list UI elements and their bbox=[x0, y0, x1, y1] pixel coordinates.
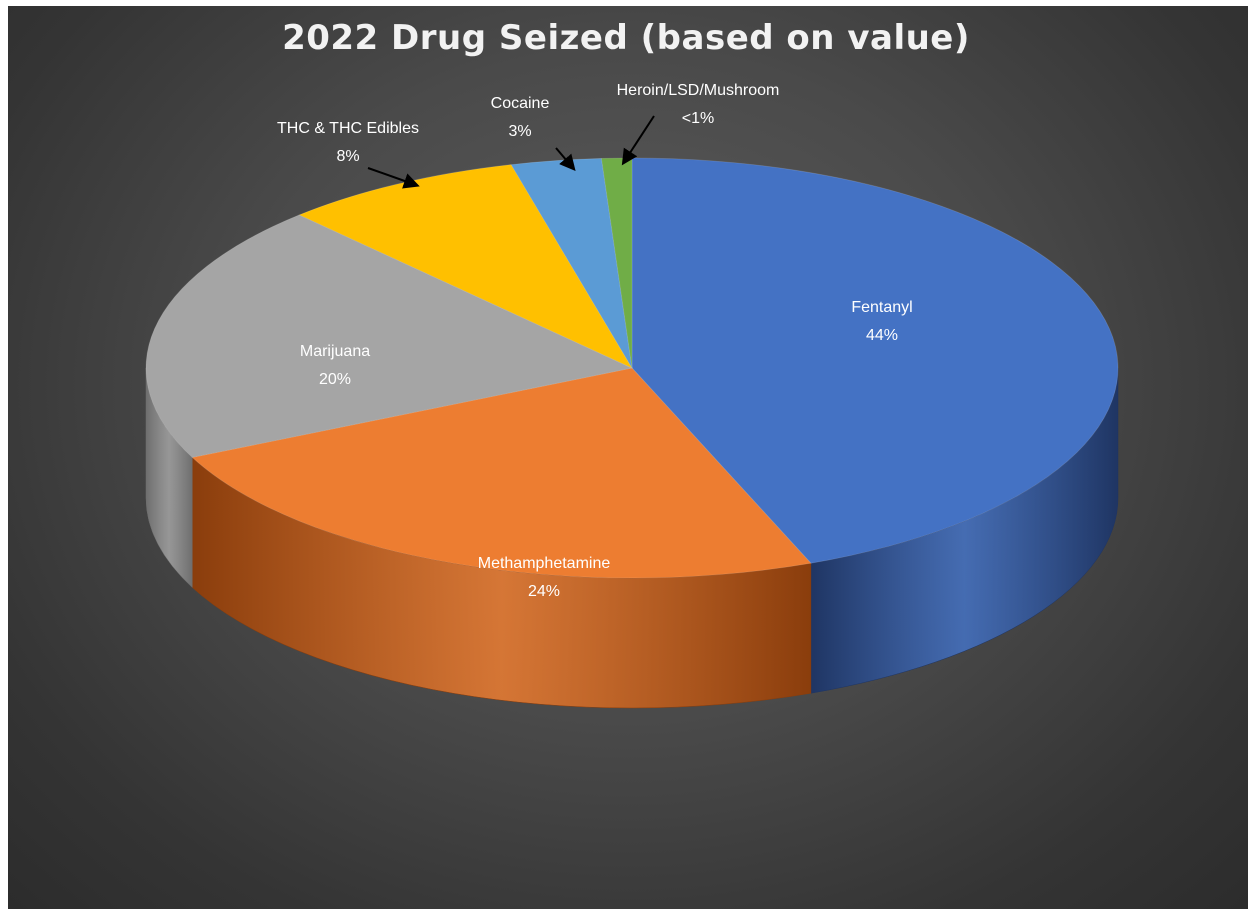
slice-label-percent-cocaine: 3% bbox=[508, 123, 531, 140]
pie-slice-thc-thc-edibles bbox=[298, 164, 634, 369]
pie-slice-fentanyl bbox=[631, 157, 1119, 564]
chart-title: 2022 Drug Seized (based on value) bbox=[282, 18, 970, 58]
slice-label-name-methamphetamine: Methamphetamine bbox=[478, 555, 611, 572]
leader-arrow-heroin-lsd-mushroom bbox=[621, 115, 655, 166]
slice-label-percent-methamphetamine: 24% bbox=[528, 583, 560, 600]
pie-slice-cocaine bbox=[510, 158, 633, 369]
pie-labels: Fentanyl 44% Methamphetamine 24% Marijuana 20… bbox=[277, 82, 913, 600]
pie-slice-methamphetamine bbox=[191, 367, 812, 579]
leader-arrow-thc-thc-edibles bbox=[367, 167, 420, 189]
slice-label-name-heroin-lsd-mushroom: Heroin/LSD/Mushroom bbox=[617, 82, 780, 99]
pie-top-faces bbox=[145, 157, 1119, 579]
slice-label-percent-thc-thc-edibles: 8% bbox=[336, 148, 359, 165]
slice-label-name-fentanyl: Fentanyl bbox=[851, 299, 912, 316]
slice-label-percent-heroin-lsd-mushroom: <1% bbox=[682, 110, 714, 127]
leader-arrow-cocaine bbox=[555, 147, 576, 172]
slice-label-name-cocaine: Cocaine bbox=[491, 95, 550, 112]
slice-label-percent-fentanyl: 44% bbox=[866, 327, 898, 344]
slice-label-percent-marijuana: 20% bbox=[319, 371, 351, 388]
slice-label-name-thc-thc-edibles: THC & THC Edibles bbox=[277, 120, 419, 137]
slice-label-name-marijuana: Marijuana bbox=[300, 343, 370, 360]
pie-slice-marijuana bbox=[145, 214, 634, 458]
